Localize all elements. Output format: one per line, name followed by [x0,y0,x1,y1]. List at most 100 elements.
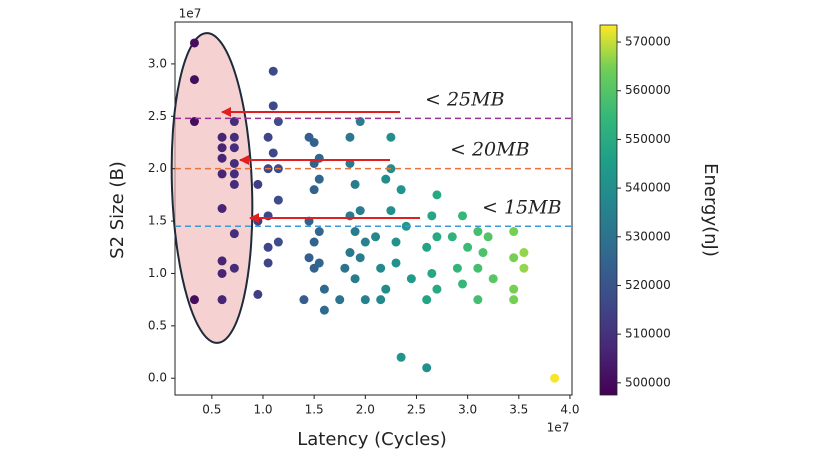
point [452,263,462,273]
y-tick-label: 2.5 [148,109,167,123]
point [263,258,273,268]
threshold-label: < 25MB [425,88,505,110]
y-tick-label: 1.5 [148,214,167,228]
point [268,101,278,111]
point [432,190,442,200]
colorbar-tick-label: 540000 [625,181,671,195]
point [304,253,314,263]
point [345,158,355,168]
point [319,305,329,315]
x-tick-label: 0.5 [202,403,221,417]
point [309,237,319,247]
x-tick-label: 3.5 [509,403,528,417]
point [350,274,360,284]
y-tick-label: 1.0 [148,266,167,280]
point [189,75,199,85]
point [391,237,401,247]
colorbar-label: Energy(nJ) [700,163,721,257]
point [189,117,199,127]
x-tick-label: 2.0 [356,403,375,417]
point [314,227,324,237]
point [376,263,386,273]
point [229,132,239,142]
point [268,66,278,76]
point [360,237,370,247]
point [422,242,432,252]
y-tick-label: 0.0 [148,371,167,385]
point [473,227,483,237]
point [478,248,488,258]
point [314,258,324,268]
highlight-ellipse [170,32,254,344]
point [381,284,391,294]
colorbar-tick-label: 560000 [625,83,671,97]
point [355,206,365,216]
point [371,232,381,242]
colorbar [599,24,618,396]
point [319,284,329,294]
point [314,174,324,184]
colorbar-tick-label: 510000 [625,327,671,341]
point [432,284,442,294]
point [345,248,355,258]
x-tick-label: 1.5 [305,403,324,417]
point [355,117,365,127]
point [422,363,432,373]
point [217,153,227,163]
y-tick-label: 0.5 [148,318,167,332]
point [509,253,519,263]
point [396,185,406,195]
point [509,284,519,294]
point [360,295,370,305]
point [229,143,239,153]
point [396,352,406,362]
point [229,169,239,179]
point [509,227,519,237]
point [432,232,442,242]
point [340,263,350,273]
point [309,137,319,147]
point [273,117,283,127]
point [473,263,483,273]
point [386,206,396,216]
point [217,204,227,213]
point [253,289,263,299]
y-axis-label: S2 Size (B) [107,161,128,259]
point [263,132,273,142]
point [217,132,227,142]
colorbar-tick-label: 550000 [625,132,671,146]
point [229,117,239,127]
point [406,274,416,284]
point [229,263,239,273]
y-tick-label: 3.0 [148,56,167,70]
point [355,253,365,263]
point [273,195,283,205]
point [229,158,239,168]
point [519,248,529,258]
x-axis-label: Latency (Cycles) [297,429,446,450]
point [229,229,239,239]
colorbar-tick-label: 500000 [625,375,671,389]
x-tick-label: 4.0 [560,403,579,417]
y-tick-label: 2.0 [148,161,167,175]
point [217,268,227,278]
point [345,132,355,142]
colorbar-tick-label: 520000 [625,278,671,292]
point [422,295,432,305]
point [217,143,227,153]
point [458,279,468,289]
point [447,232,457,242]
point [488,274,498,284]
point [217,169,227,179]
threshold-label: < 20MB [450,139,530,161]
y-offset-label: 1e7 [179,7,202,21]
point [427,268,437,278]
point [391,258,401,268]
point [350,179,360,189]
point [309,185,319,195]
point [273,237,283,247]
colorbar-tick-label: 530000 [625,229,671,243]
x-tick-label: 1.0 [253,403,272,417]
x-tick-label: 3.0 [458,403,477,417]
